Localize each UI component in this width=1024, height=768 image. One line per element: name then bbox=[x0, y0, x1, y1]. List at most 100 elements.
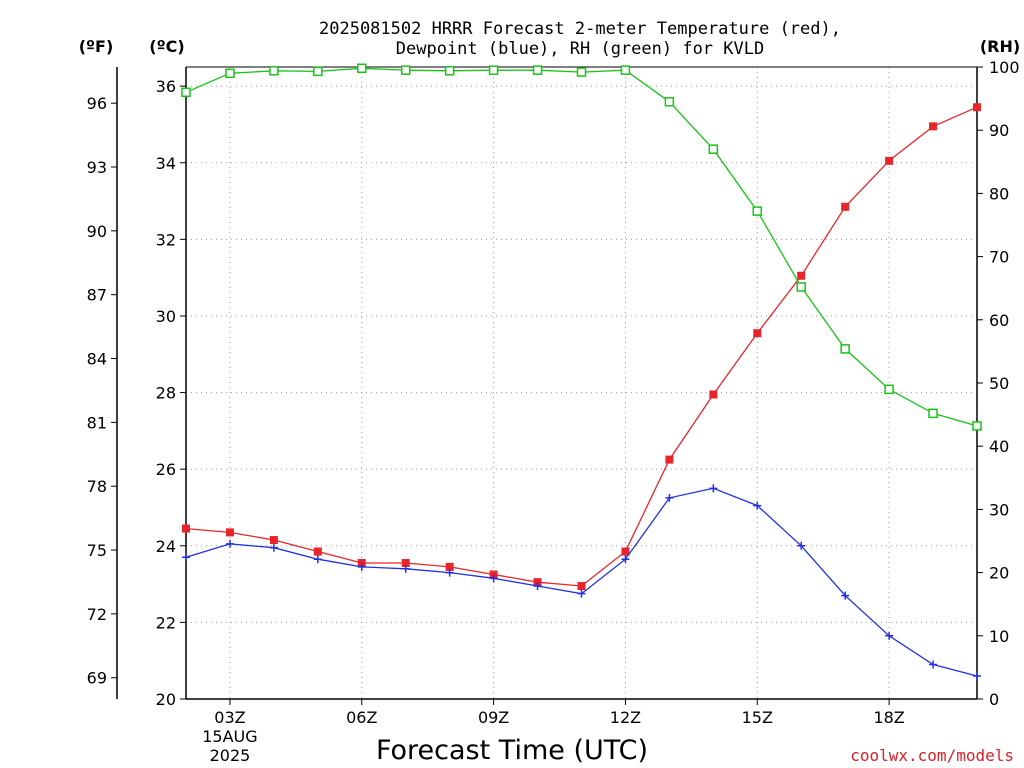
data-series bbox=[181, 63, 982, 681]
rh-point-3 bbox=[225, 68, 235, 79]
fahrenheit-tick-label-96: 96 bbox=[87, 94, 107, 113]
temperature-point-17 bbox=[841, 202, 850, 211]
rh-point-12 bbox=[620, 65, 631, 75]
axes bbox=[111, 66, 983, 705]
temperature-point-15 bbox=[753, 329, 762, 338]
x-tick-year-label: 2025 bbox=[210, 746, 251, 765]
x-tick-label-09Z: 09Z bbox=[478, 708, 509, 727]
rh-point-8 bbox=[444, 66, 455, 76]
rh-point-13 bbox=[664, 97, 675, 107]
celsius-tick-label-34: 34 bbox=[156, 154, 176, 173]
chart-title-line2: Dewpoint (blue), RH (green) for KVLD bbox=[396, 39, 764, 59]
rh-point-10 bbox=[532, 65, 543, 75]
rh-point-9 bbox=[488, 65, 499, 75]
rh-point-7 bbox=[400, 65, 411, 75]
x-tick-label-06Z: 06Z bbox=[346, 708, 377, 727]
rh-tick-label-100: 100 bbox=[989, 58, 1020, 77]
celsius-tick-label-28: 28 bbox=[156, 384, 176, 403]
fahrenheit-tick-label-81: 81 bbox=[87, 413, 107, 432]
grid-lines bbox=[186, 67, 977, 700]
fahrenheit-tick-label-93: 93 bbox=[87, 158, 107, 177]
x-tick-label-03Z: 03Z bbox=[214, 708, 245, 727]
celsius-tick-label-24: 24 bbox=[156, 537, 176, 556]
celsius-tick-label-32: 32 bbox=[156, 230, 176, 249]
rh-tick-label-80: 80 bbox=[989, 184, 1009, 203]
chart-title-line1: 2025081502 HRRR Forecast 2-meter Tempera… bbox=[319, 19, 841, 39]
dewpoint-point-8 bbox=[445, 568, 454, 577]
rh-point-18 bbox=[884, 384, 894, 395]
dewpoint-point-13 bbox=[665, 493, 674, 502]
celsius-tick-label-26: 26 bbox=[156, 460, 176, 479]
dewpoint-point-19 bbox=[929, 660, 938, 669]
fahrenheit-tick-label-72: 72 bbox=[87, 605, 107, 624]
rh-point-14 bbox=[708, 144, 719, 154]
rh-point-6 bbox=[357, 63, 367, 74]
rh-unit-label: (RH) bbox=[980, 37, 1020, 56]
x-axis-label: Forecast Time (UTC) bbox=[376, 735, 648, 766]
temperature-point-16 bbox=[797, 271, 806, 280]
temperature-point-18 bbox=[885, 156, 894, 165]
rh-tick-label-60: 60 bbox=[989, 311, 1009, 330]
rh-tick-label-20: 20 bbox=[989, 564, 1009, 583]
fahrenheit-tick-label-78: 78 bbox=[87, 477, 107, 496]
celsius-tick-label-22: 22 bbox=[156, 613, 176, 632]
rh-point-11 bbox=[576, 67, 587, 77]
rh-tick-label-0: 0 bbox=[989, 690, 999, 709]
dewpoint-point-16 bbox=[797, 541, 806, 550]
temperature-point-2 bbox=[182, 524, 190, 533]
dewpoint-point-12 bbox=[621, 555, 630, 564]
rh-point-16 bbox=[796, 282, 806, 292]
dewpoint-point-17 bbox=[841, 591, 850, 600]
rh-tick-label-70: 70 bbox=[989, 248, 1009, 267]
dewpoint-point-9 bbox=[489, 574, 498, 583]
fahrenheit-tick-label-90: 90 bbox=[87, 222, 107, 241]
temperature-point-19 bbox=[929, 122, 938, 131]
temperature-point-14 bbox=[709, 390, 718, 399]
celsius-unit-label: (ºC) bbox=[149, 37, 184, 56]
temperature-point-13 bbox=[665, 455, 674, 464]
rh-point-5 bbox=[313, 66, 323, 77]
temperature-point-7 bbox=[401, 559, 410, 568]
x-tick-label-18Z: 18Z bbox=[873, 708, 904, 727]
rh-tick-label-50: 50 bbox=[989, 374, 1009, 393]
dewpoint-point-7 bbox=[401, 564, 410, 573]
rh-tick-label-10: 10 bbox=[989, 627, 1009, 646]
dewpoint-point-2 bbox=[182, 553, 190, 562]
celsius-tick-label-20: 20 bbox=[156, 690, 176, 709]
rh-tick-label-90: 90 bbox=[989, 121, 1009, 140]
temperature-point-8 bbox=[445, 562, 454, 571]
dewpoint-series bbox=[182, 484, 981, 681]
temperature-point-11 bbox=[577, 582, 586, 591]
rh-point-4 bbox=[269, 66, 279, 76]
dewpoint-point-14 bbox=[709, 484, 718, 493]
rh-point-15 bbox=[752, 206, 763, 216]
fahrenheit-tick-label-75: 75 bbox=[87, 541, 107, 560]
x-tick-label-12Z: 12Z bbox=[610, 708, 641, 727]
fahrenheit-unit-label: (ºF) bbox=[79, 37, 114, 56]
temperature-point-4 bbox=[269, 536, 278, 545]
dewpoint-point-3 bbox=[225, 539, 234, 548]
dewpoint-point-10 bbox=[533, 582, 542, 591]
celsius-tick-label-36: 36 bbox=[156, 77, 176, 96]
credit-text: coolwx.com/models bbox=[850, 746, 1014, 765]
x-tick-date-label: 15AUG bbox=[202, 727, 257, 746]
temperature-series bbox=[182, 103, 981, 591]
rh-tick-label-30: 30 bbox=[989, 500, 1009, 519]
fahrenheit-tick-label-84: 84 bbox=[87, 350, 107, 369]
rh-series bbox=[181, 63, 982, 431]
rh-point-17 bbox=[840, 344, 850, 354]
dewpoint-point-15 bbox=[753, 501, 762, 510]
dewpoint-point-5 bbox=[313, 555, 322, 564]
rh-line bbox=[185, 67, 978, 427]
fahrenheit-tick-label-69: 69 bbox=[87, 669, 107, 688]
temperature-point-3 bbox=[225, 528, 234, 537]
celsius-tick-label-30: 30 bbox=[156, 307, 176, 326]
x-tick-label-15Z: 15Z bbox=[742, 708, 773, 727]
rh-point-20 bbox=[972, 421, 982, 431]
dewpoint-point-20 bbox=[973, 672, 981, 681]
rh-tick-label-40: 40 bbox=[989, 437, 1009, 456]
rh-point-19 bbox=[928, 408, 938, 419]
dewpoint-point-11 bbox=[577, 589, 586, 598]
